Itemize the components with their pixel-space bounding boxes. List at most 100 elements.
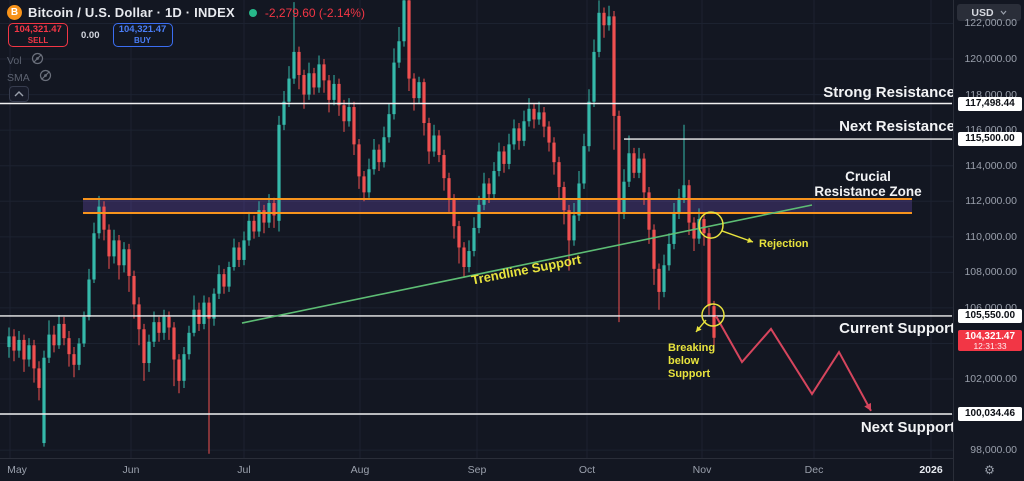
trendline-label[interactable]: Trendline Support	[470, 251, 583, 287]
line-label[interactable]: Strong Resistance	[823, 84, 953, 101]
currency-dropdown[interactable]: USD	[957, 4, 1021, 21]
candlestick	[12, 336, 16, 351]
callout-label[interactable]: Breaking	[668, 342, 715, 354]
candlestick	[587, 101, 591, 147]
candlestick	[72, 354, 76, 365]
candlestick	[277, 124, 281, 221]
callout-label[interactable]: Rejection	[759, 238, 809, 250]
candlestick	[247, 220, 251, 241]
callout-label[interactable]: below	[668, 355, 700, 367]
candlestick	[272, 203, 276, 216]
candlestick	[42, 357, 46, 444]
candlestick	[497, 151, 501, 172]
candlestick	[592, 51, 596, 102]
candlestick	[322, 64, 326, 81]
price-projection-path[interactable]	[715, 315, 872, 412]
price-scale-settings-button[interactable]: ⚙	[984, 463, 995, 477]
candlestick	[197, 309, 201, 324]
candlestick	[437, 135, 441, 156]
candlestick	[202, 302, 206, 324]
trendline[interactable]	[241, 204, 813, 324]
candlestick	[487, 183, 491, 195]
candlestick	[707, 233, 711, 307]
candlestick	[77, 343, 81, 365]
candlestick	[632, 153, 636, 173]
candlestick	[602, 12, 606, 26]
buy-label: BUY	[134, 35, 151, 45]
chevron-up-icon	[14, 91, 24, 97]
candlestick	[702, 219, 706, 234]
candlestick	[237, 247, 241, 260]
candlestick	[117, 240, 121, 266]
candlestick	[137, 304, 141, 330]
price-axis-label: 108,000.00	[964, 266, 1017, 279]
candlestick	[412, 78, 416, 99]
price-axis-label: 112,000.00	[965, 195, 1017, 208]
time-axis[interactable]: May Jun Jul Aug Sep Oct Nov Dec 2026	[0, 458, 1024, 481]
candlestick	[647, 192, 651, 230]
price-axis[interactable]: USD 122,000.00 120,000.00 118,000.00 116,00…	[953, 0, 1024, 481]
candlestick	[57, 323, 61, 346]
eye-off-icon[interactable]	[31, 52, 44, 70]
candlestick	[7, 336, 11, 348]
collapse-panel-button[interactable]	[9, 86, 29, 102]
candlestick	[317, 64, 321, 88]
price-axis-label: 114,000.00	[965, 159, 1017, 172]
price-axis-label: 98,000.00	[970, 444, 1017, 457]
candlestick	[112, 240, 116, 257]
candlestick	[132, 275, 136, 305]
candlestick	[462, 247, 466, 268]
line-label[interactable]: Current Support	[839, 320, 953, 337]
price-axis-label: 110,000.00	[965, 230, 1017, 243]
candlestick	[542, 112, 546, 127]
arrowhead	[747, 237, 753, 243]
candlestick	[652, 229, 656, 269]
annotation-arrow[interactable]	[721, 230, 754, 243]
line-label[interactable]: Next Support	[861, 419, 953, 436]
buy-button[interactable]: 104,321.47 BUY	[112, 23, 173, 47]
candlestick	[152, 322, 156, 342]
candlestick	[257, 210, 261, 232]
market-status-dot	[248, 8, 257, 17]
candlestick	[302, 75, 306, 95]
price-axis-label: 120,000.00	[964, 53, 1017, 66]
candlestick	[687, 185, 691, 223]
line-label[interactable]: Next Resistance	[839, 118, 953, 135]
highlight-circle[interactable]	[701, 303, 725, 327]
time-axis-label: Nov	[692, 464, 712, 476]
callout-label[interactable]: Support	[668, 368, 710, 380]
candlestick	[642, 158, 646, 193]
candlestick	[482, 183, 486, 205]
candlestick	[177, 359, 181, 381]
currency-label: USD	[971, 6, 994, 19]
chart-canvas[interactable]: Strong Resistance Next Resistance Current …	[0, 0, 953, 458]
candlestick	[187, 332, 191, 355]
highlight-circle[interactable]	[698, 211, 724, 239]
zone-label[interactable]: Crucial	[845, 169, 891, 184]
time-axis-label: May	[7, 464, 27, 476]
candlestick	[572, 215, 576, 241]
time-axis-label: 2026	[919, 464, 943, 476]
candlestick	[217, 274, 221, 294]
candlestick	[212, 293, 216, 319]
candlestick	[287, 78, 291, 102]
candlestick	[172, 327, 176, 360]
zone-label[interactable]: Resistance Zone	[814, 184, 922, 199]
candlestick	[252, 220, 256, 232]
candlestick	[52, 334, 56, 346]
candlestick	[442, 155, 446, 179]
candlestick	[97, 206, 101, 234]
time-axis-label: Oct	[578, 464, 596, 476]
candlestick	[207, 302, 211, 319]
candlestick	[377, 149, 381, 163]
symbol-title[interactable]: Bitcoin / U.S. Dollar · 1D · INDEX	[28, 5, 235, 20]
price-level-badge: 105,550.00	[958, 308, 1022, 323]
candlestick	[352, 107, 356, 145]
candlestick	[342, 105, 346, 122]
candlestick	[292, 51, 296, 79]
candlestick	[537, 112, 541, 120]
sell-button[interactable]: 104,321.47 SELL	[8, 23, 68, 47]
candlestick	[557, 162, 561, 188]
resistance-zone[interactable]	[83, 198, 912, 213]
eye-off-icon[interactable]	[39, 69, 52, 87]
